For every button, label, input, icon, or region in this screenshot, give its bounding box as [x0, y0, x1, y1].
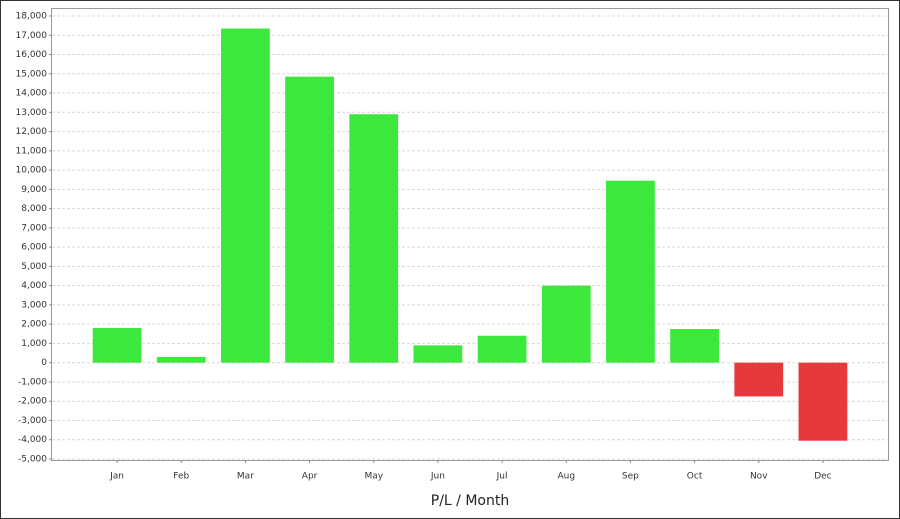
bar	[156, 356, 206, 363]
x-tick-label: Nov	[750, 472, 768, 482]
x-tick-label: Jul	[496, 472, 508, 482]
bar	[221, 28, 270, 363]
bar	[413, 345, 463, 363]
bar	[798, 362, 848, 441]
x-tick-label: Dec	[814, 472, 831, 482]
x-tick-label: Oct	[687, 472, 703, 482]
x-tick-label: Aug	[557, 472, 575, 482]
y-tick-label: -1,000	[18, 377, 47, 387]
y-tick-label: -5,000	[18, 455, 47, 465]
y-tick-label: -4,000	[18, 435, 47, 445]
bar	[285, 76, 334, 363]
y-tick-label: -3,000	[18, 416, 47, 426]
y-tick-label: -2,000	[18, 397, 47, 407]
y-tick-label: 1,000	[21, 339, 47, 349]
x-tick-label: Feb	[173, 472, 189, 482]
y-tick-label: 3,000	[21, 300, 47, 310]
x-tick-label: Jun	[430, 472, 445, 482]
bar	[541, 285, 591, 363]
y-tick-label: 6,000	[21, 243, 47, 253]
x-tick-label: Mar	[237, 472, 254, 482]
x-tick-label: Apr	[302, 472, 318, 482]
y-tick-label: 10,000	[16, 166, 48, 176]
y-tick-label: 14,000	[16, 89, 48, 99]
y-tick-label: 0	[41, 358, 47, 368]
y-tick-label: 7,000	[21, 223, 47, 233]
bar	[670, 328, 719, 363]
x-axis-label: P/L / Month	[431, 493, 509, 509]
y-tick-label: 5,000	[21, 262, 47, 272]
y-tick-label: 17,000	[16, 31, 48, 41]
y-tick-label: 9,000	[21, 185, 47, 195]
y-tick-label: 18,000	[16, 12, 48, 22]
x-tick-label: Jan	[109, 472, 124, 482]
bar	[349, 114, 399, 363]
y-tick-label: 16,000	[16, 50, 48, 60]
y-tick-label: 2,000	[21, 320, 47, 330]
x-tick-label: May	[364, 472, 383, 482]
y-tick-label: 4,000	[21, 281, 47, 291]
y-tick-label: 11,000	[16, 146, 48, 156]
y-tick-label: 12,000	[16, 127, 48, 137]
bar	[92, 328, 142, 363]
y-tick-label: 8,000	[21, 204, 47, 214]
bar	[734, 362, 784, 397]
x-tick-label: Sep	[622, 472, 639, 482]
y-tick-label: 15,000	[16, 69, 48, 79]
y-tick-label: 13,000	[16, 108, 48, 118]
bar	[477, 335, 527, 363]
bar	[606, 180, 655, 363]
